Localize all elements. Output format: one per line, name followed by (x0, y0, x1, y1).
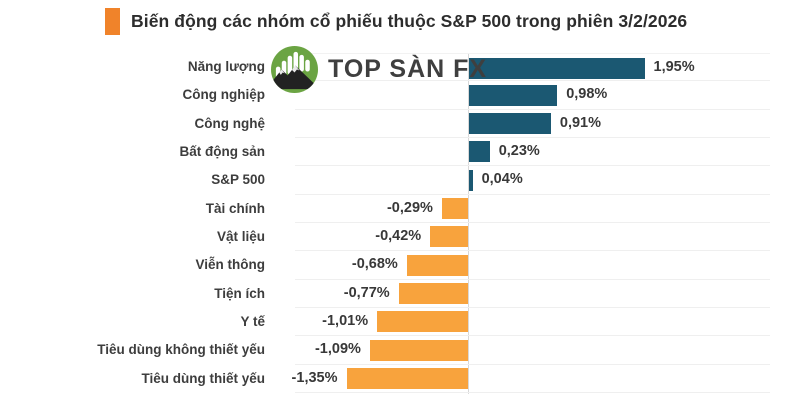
mountain-candlestick-icon (271, 46, 318, 93)
chart-row: Công nghệ 0,91% (0, 110, 770, 138)
chart-row: Y tế -1,01% (0, 308, 770, 337)
plot-cell: -0,29% (295, 195, 770, 223)
chart-row: Tài chính -0,29% (0, 195, 770, 223)
chart-row: Năng lượng 1,95% (0, 53, 770, 82)
value-label: 1,95% (653, 59, 695, 75)
plot-cell: 0,98% (295, 81, 770, 110)
value-label: 0,91% (559, 114, 602, 131)
category-label: Viễn thông (195, 257, 266, 273)
value-label: -1,09% (314, 341, 361, 358)
negative-bar (441, 198, 468, 220)
watermark-logo: TOP SÀN FX (271, 46, 487, 93)
category-label: Tiêu dùng không thiết yếu (97, 342, 265, 358)
plot-cell: -0,77% (295, 280, 770, 308)
title-bullet-marker (105, 8, 120, 35)
positive-bar (469, 57, 645, 79)
chart-row: Bất động sản 0,23% (0, 138, 770, 167)
category-label: Tài chính (205, 200, 265, 216)
logo-text: TOP SÀN FX (328, 55, 488, 83)
chart-title: Biến động các nhóm cổ phiếu thuộc S&P 50… (131, 11, 688, 31)
chart-row: S&P 500 0,04% (0, 166, 770, 195)
negative-bar (346, 368, 468, 390)
category-label: Vật liệu (216, 228, 265, 244)
plot-cell: -0,68% (295, 251, 770, 280)
bar-chart: Năng lượng 1,95% Công nghiệp 0,98% Công nghệ… (0, 53, 770, 393)
value-label: -1,01% (322, 312, 369, 329)
plot-cell: 0,04% (295, 166, 770, 195)
positive-bar (469, 84, 558, 106)
value-label: -0,42% (375, 227, 422, 244)
value-label: -1,35% (291, 369, 338, 386)
category-label: Bất động sản (179, 143, 265, 159)
chart-header: Biến động các nhóm cổ phiếu thuộc S&P 50… (105, 8, 687, 35)
value-label: -0,77% (343, 284, 390, 301)
category-label: S&P 500 (211, 172, 265, 188)
chart-row: Viễn thông -0,68% (0, 251, 770, 280)
negative-bar (430, 226, 468, 248)
negative-bar (398, 283, 468, 305)
plot-cell: -0,42% (295, 223, 770, 252)
plot-cell: -1,09% (295, 336, 770, 365)
category-label: Tiêu dùng thiết yếu (141, 370, 265, 386)
plot-cell: 1,95% (295, 53, 770, 82)
category-label: Công nghiệp (182, 87, 265, 103)
category-label: Công nghệ (194, 115, 266, 131)
value-label: 0,23% (498, 142, 540, 159)
negative-bar (369, 339, 468, 361)
negative-bar (377, 311, 468, 333)
category-label: Năng lượng (187, 59, 265, 74)
zero-axis-line (468, 53, 469, 394)
category-label: Y tế (240, 313, 265, 329)
chart-row: Vật liệu -0,42% (0, 223, 770, 252)
positive-bar (469, 169, 473, 191)
plot-cell: -1,01% (295, 308, 770, 337)
plot-cell: 0,91% (295, 110, 770, 138)
chart-row: Tiêu dùng không thiết yếu -1,09% (0, 336, 770, 365)
negative-bar (406, 254, 468, 276)
positive-bar (469, 113, 551, 135)
value-label: -0,29% (386, 199, 433, 216)
plot-cell: 0,23% (295, 138, 770, 167)
chart-row: Công nghiệp 0,98% (0, 81, 770, 110)
value-label: 0,98% (566, 86, 608, 103)
value-label: 0,04% (481, 171, 523, 188)
chart-row: Tiêu dùng thiết yếu -1,35% (0, 365, 770, 393)
category-label: Tiện ích (214, 285, 265, 301)
plot-cell: -1,35% (291, 365, 770, 393)
chart-row: Tiện ích -0,77% (0, 280, 770, 308)
value-label: -0,68% (351, 256, 398, 273)
positive-bar (469, 141, 490, 163)
